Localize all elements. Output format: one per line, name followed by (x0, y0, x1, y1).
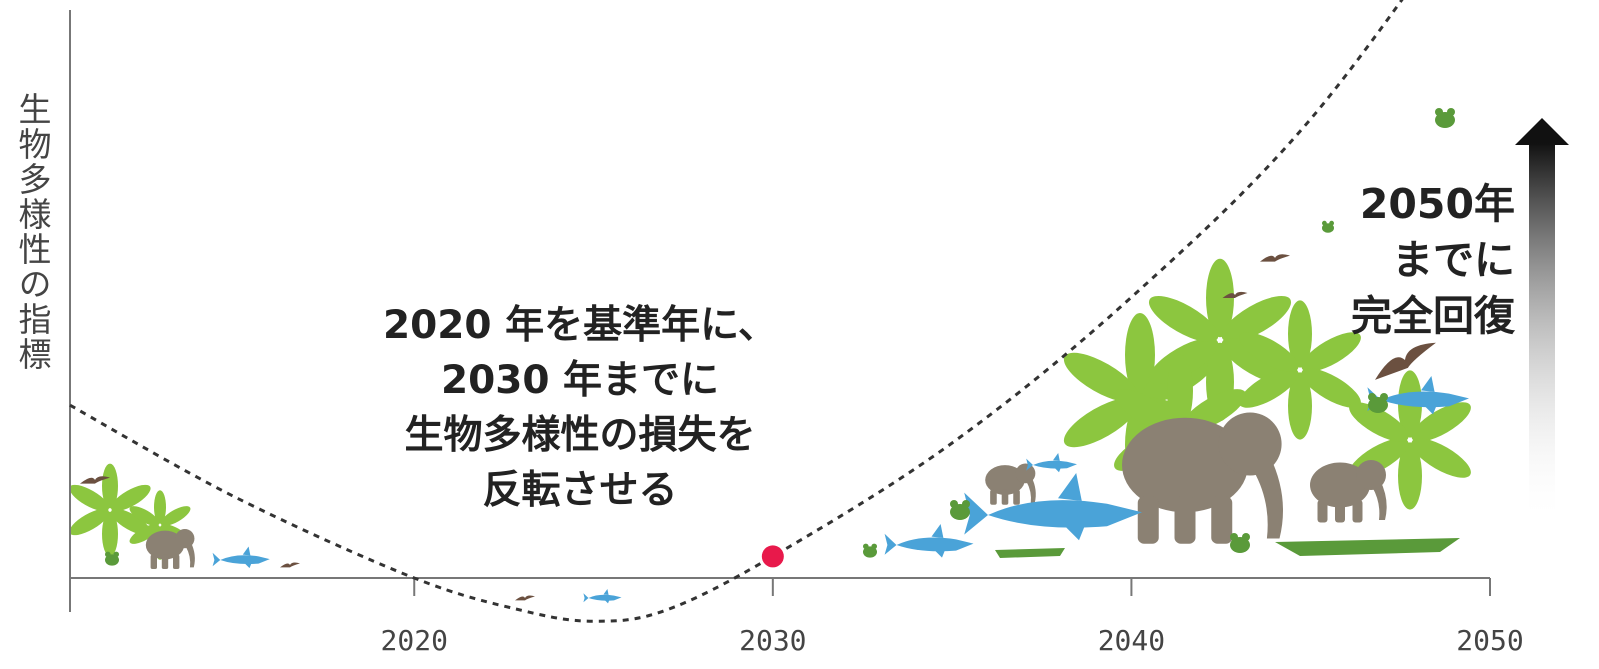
x-tick-label: 2050 (1456, 624, 1523, 657)
annotation-line: 生物多様性の損失を (404, 413, 756, 458)
wildlife-illustrations (65, 108, 1477, 604)
y-axis-label: 生物多様性の指標 (13, 92, 52, 372)
annotation-line: 2020 年を基準年に、 (383, 303, 777, 348)
series-biodiversity-curve (69, 0, 1404, 623)
goal-line: 2050年 (1359, 180, 1515, 228)
goal-annotation: 2050年 までに 完全回復 (1300, 176, 1515, 344)
main-annotation: 2020 年を基準年に、 2030 年までに 生物多様性の損失を 反転させる (340, 298, 820, 518)
annotation-line: 2030 年までに (440, 358, 720, 403)
x-tick-label: 2040 (1098, 624, 1165, 657)
up-arrow-gradient (1515, 118, 1569, 523)
x-tick-label: 2020 (381, 624, 448, 657)
x-ticks: 2020 2030 2040 2050 (381, 578, 1524, 657)
crocodile-icon (995, 538, 1460, 558)
annotation-line: 反転させる (482, 468, 678, 513)
goal-line: 完全回復 (1351, 292, 1515, 340)
x-tick-label: 2030 (739, 624, 806, 657)
goal-line: までに (1392, 236, 1515, 284)
target-2030-point (761, 545, 784, 568)
axes (69, 10, 1490, 612)
